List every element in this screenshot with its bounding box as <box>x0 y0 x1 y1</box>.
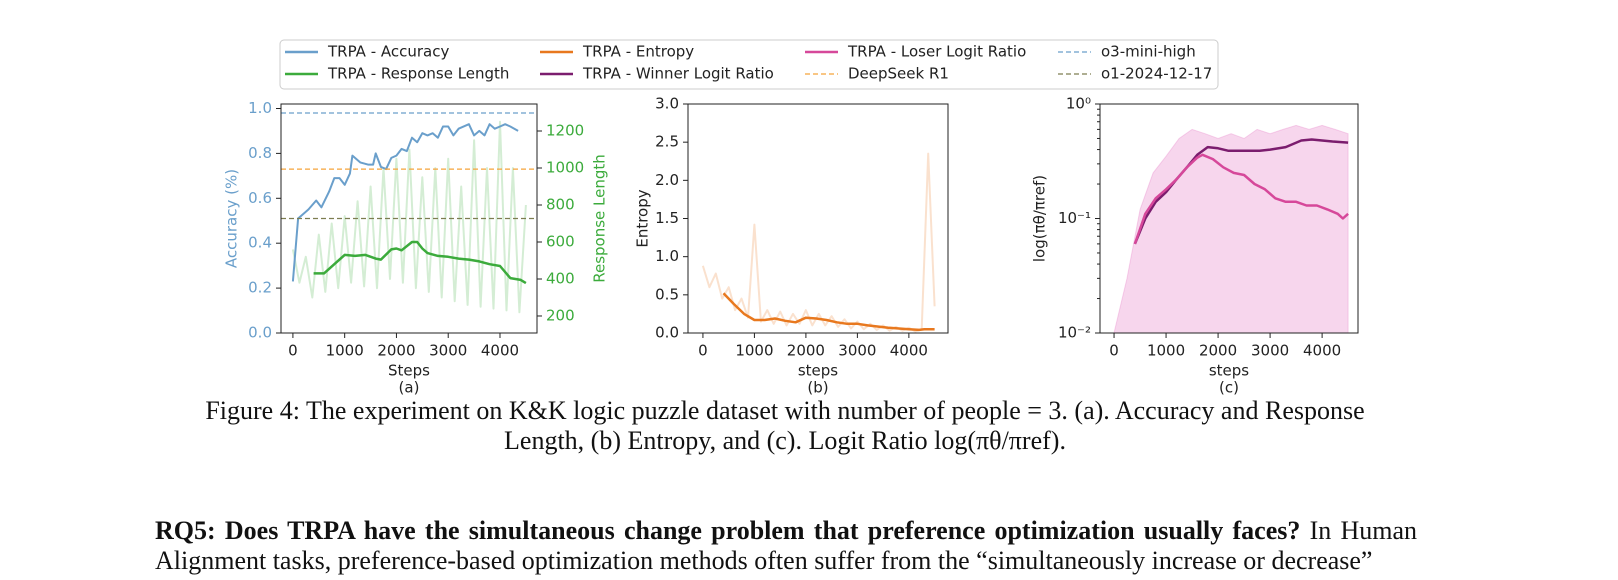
x-tick-label: 2000 <box>787 342 825 360</box>
y-tick-label: 10⁻² <box>1058 324 1091 342</box>
series-line <box>722 292 935 332</box>
series-line <box>291 123 519 282</box>
legend-label: TRPA - Accuracy <box>327 43 449 61</box>
legend-label: TRPA - Entropy <box>582 43 694 61</box>
x-tick-label: 3000 <box>1251 342 1289 360</box>
x-tick-label: 1000 <box>326 342 364 360</box>
y2-axis-label: Response Length <box>591 154 609 283</box>
y-tick-label: 0.5 <box>655 285 679 303</box>
legend-box <box>279 39 1219 90</box>
y-tick-label: 1.0 <box>248 99 272 117</box>
plot-frame <box>280 103 538 334</box>
x-axis-label: steps <box>798 362 838 380</box>
raw-line <box>701 152 936 333</box>
y-tick-label: 1.0 <box>655 247 679 265</box>
y-tick-label: 0.8 <box>248 144 272 162</box>
paragraph-heading: RQ5: Does TRPA have the simultaneous cha… <box>155 516 1301 545</box>
series-line <box>1133 153 1349 245</box>
y-tick-label: 0.0 <box>248 324 272 342</box>
y2-tick-label: 800 <box>546 195 575 213</box>
y-axis-label: Accuracy (%) <box>223 169 241 268</box>
y-tick-label: 2.0 <box>655 171 679 189</box>
x-tick-label: 4000 <box>481 342 519 360</box>
x-tick-label: 4000 <box>1303 342 1341 360</box>
x-tick-label: 0 <box>288 342 298 360</box>
y-tick-label: 0.2 <box>248 279 272 297</box>
y-tick-label: 10⁰ <box>1066 95 1091 113</box>
x-tick-label: 1000 <box>1147 342 1185 360</box>
figure: 0 1000 2000 3000 40000.00.20.40.60.81.020040… <box>223 39 1359 396</box>
subplot-label: (a) <box>399 379 420 396</box>
paragraph-text: In Human Alignment tasks, preference-bas… <box>155 516 1418 575</box>
y-tick-label: 2.5 <box>655 133 679 151</box>
y2-tick-label: 1000 <box>546 159 584 177</box>
legend-label: o1-2024-12-17 <box>1101 65 1212 83</box>
x-tick-label: 0 <box>1109 342 1119 360</box>
legend-label: DeepSeek R1 <box>848 65 949 83</box>
y-axis-label: log(πθ/πref) <box>1031 175 1049 262</box>
legend-label: TRPA - Loser Logit Ratio <box>847 43 1026 61</box>
y-tick-label: 1.5 <box>655 209 679 227</box>
series-line <box>313 240 527 285</box>
y-axis-label: Entropy <box>634 189 652 247</box>
subplot-label: (b) <box>807 379 828 396</box>
x-tick-label: 3000 <box>838 342 876 360</box>
subplot-label: (c) <box>1219 379 1239 396</box>
y2-tick-label: 400 <box>546 269 575 287</box>
y-tick-label: 0.6 <box>248 189 272 207</box>
x-tick-label: 0 <box>698 342 708 360</box>
figure-caption: Figure 4: The experiment on K&K logic pu… <box>205 396 1365 455</box>
y-tick-label: 0.4 <box>248 234 272 252</box>
legend-label: TRPA - Winner Logit Ratio <box>582 65 774 83</box>
y-tick-label: 3.0 <box>655 95 679 113</box>
raw-line <box>291 120 527 314</box>
y-tick-label: 10⁻¹ <box>1058 209 1091 227</box>
x-tick-label: 3000 <box>429 342 467 360</box>
x-axis-label: Steps <box>388 362 430 380</box>
legend-label: o3-mini-high <box>1101 43 1196 61</box>
area <box>1113 124 1349 334</box>
series-line <box>1133 138 1349 245</box>
y2-tick-label: 600 <box>546 232 575 250</box>
paragraph: RQ5: Does TRPA have the simultaneous cha… <box>155 516 1417 576</box>
x-tick-label: 2000 <box>377 342 415 360</box>
legend-label: TRPA - Response Length <box>327 65 509 83</box>
y-tick-label: 0.0 <box>655 324 679 342</box>
y2-tick-label: 200 <box>546 306 575 324</box>
x-tick-label: 1000 <box>735 342 773 360</box>
x-tick-label: 2000 <box>1199 342 1237 360</box>
x-tick-label: 4000 <box>890 342 928 360</box>
x-axis-label: steps <box>1209 362 1249 380</box>
y2-tick-label: 1200 <box>546 122 584 140</box>
